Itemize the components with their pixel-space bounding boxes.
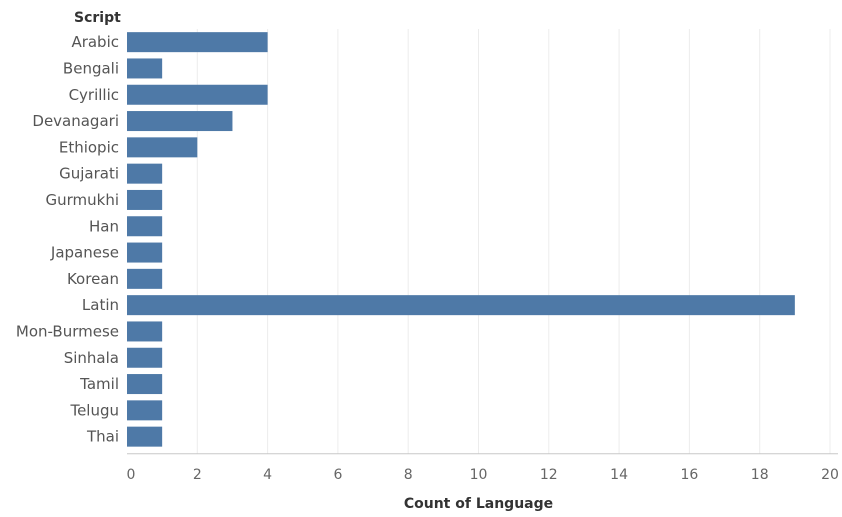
x-tick-label: 4 (263, 467, 272, 483)
bar-tamil[interactable] (127, 374, 163, 395)
category-label: Thai (86, 428, 119, 446)
bar-han[interactable] (127, 216, 163, 237)
category-label: Arabic (71, 33, 119, 51)
bar-korean[interactable] (127, 268, 163, 289)
bar-sinhala[interactable] (127, 347, 163, 368)
bar-arabic[interactable] (127, 32, 268, 53)
bar-gurmukhi[interactable] (127, 189, 163, 210)
x-tick-label: 6 (333, 467, 342, 483)
bar-japanese[interactable] (127, 242, 163, 263)
category-label: Tamil (79, 375, 119, 393)
category-label: Ethiopic (59, 138, 119, 156)
category-labels: Arabic Bengali Cyrillic Devanagari Ethiopic G… (16, 33, 119, 446)
category-label: Latin (82, 296, 119, 314)
category-label: Gurmukhi (45, 191, 119, 209)
category-label: Sinhala (64, 349, 119, 367)
bar-gujarati[interactable] (127, 163, 163, 184)
category-label: Bengali (63, 59, 119, 77)
bar-telugu[interactable] (127, 400, 163, 421)
bar-latin[interactable] (127, 295, 795, 316)
x-tick-label: 12 (540, 467, 558, 483)
x-tick-label: 18 (751, 467, 769, 483)
x-tick-label: 2 (193, 467, 202, 483)
x-tick-label: 16 (680, 467, 698, 483)
category-label: Han (89, 217, 119, 235)
bar-thai[interactable] (127, 426, 163, 447)
category-label: Mon-Burmese (16, 322, 119, 340)
x-tick-labels: 0 2 4 6 8 10 12 14 16 18 20 (127, 467, 839, 483)
category-label: Japanese (50, 244, 119, 262)
grid-lines (196, 29, 831, 454)
x-tick-label: 20 (821, 467, 839, 483)
x-axis-title: Count of Language (404, 496, 553, 512)
category-label: Korean (67, 270, 119, 288)
y-axis-header: Script (74, 10, 121, 26)
category-label: Devanagari (32, 112, 119, 130)
category-label: Telugu (69, 401, 119, 419)
x-tick-label: 10 (470, 467, 488, 483)
x-tick-label: 8 (404, 467, 413, 483)
bar-bengali[interactable] (127, 58, 163, 79)
bar-ethiopic[interactable] (127, 137, 198, 158)
category-label: Gujarati (59, 165, 119, 183)
bar-devanagari[interactable] (127, 111, 233, 132)
x-tick-label: 0 (127, 467, 136, 483)
bars (127, 32, 795, 447)
bar-cyrillic[interactable] (127, 84, 268, 105)
bar-mon-burmese[interactable] (127, 321, 163, 342)
x-tick-label: 14 (610, 467, 628, 483)
category-label: Cyrillic (69, 86, 119, 104)
